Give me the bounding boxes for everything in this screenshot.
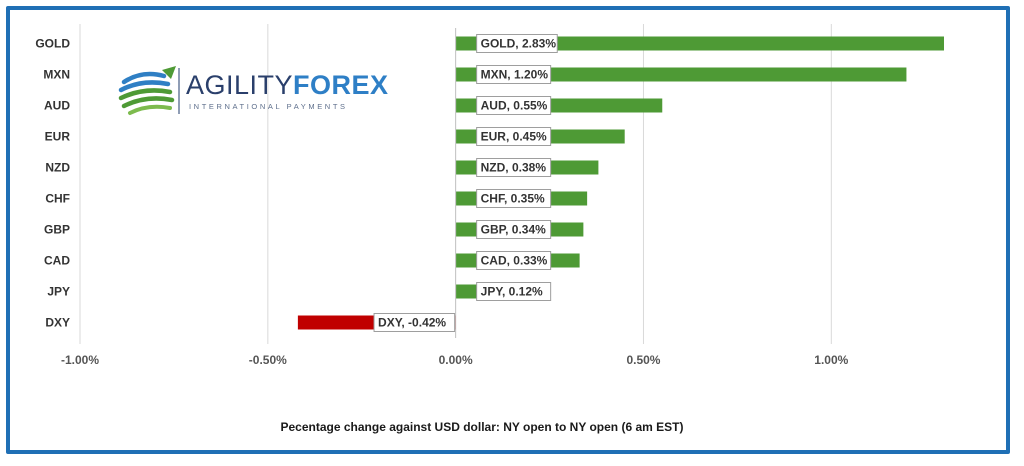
data-label-box [476, 158, 552, 177]
data-label: GBP, 0.34% [481, 223, 546, 237]
data-label-box [476, 220, 552, 239]
data-label: GOLD, 2.83% [481, 37, 557, 51]
logo-tagline: INTERNATIONAL PAYMENTS [189, 102, 348, 111]
bar [455, 36, 944, 51]
data-label-box [476, 127, 552, 146]
data-label: AUD, 0.55% [481, 99, 548, 113]
category-label: GOLD [35, 37, 70, 51]
data-label-box [373, 313, 456, 332]
data-label: NZD, 0.38% [481, 161, 547, 175]
data-label: DXY, -0.42% [378, 316, 446, 330]
bar [455, 67, 907, 82]
x-axis-caption-text: Pecentage change against USD dollar: NY … [280, 420, 684, 434]
data-label-box [476, 96, 552, 115]
data-label-box [476, 282, 552, 301]
category-label: CHF [45, 192, 70, 206]
data-label-box [476, 251, 552, 270]
agility-forex-logo: AGILITYFOREX INTERNATIONAL PAYMENTS [118, 62, 388, 122]
category-label: DXY [45, 316, 70, 330]
logo-name-highlight: FOREX [293, 70, 389, 100]
data-label-box [476, 34, 558, 53]
category-label: MXN [43, 68, 70, 82]
category-label: EUR [45, 130, 71, 144]
category-label: CAD [44, 254, 70, 268]
data-label-box [476, 65, 552, 84]
category-label: GBP [44, 223, 70, 237]
category-label: AUD [44, 99, 70, 113]
logo-name-plain: AGILITY [186, 70, 294, 100]
x-tick-label: 0.00% [439, 353, 473, 367]
data-label: CHF, 0.35% [481, 192, 545, 206]
category-label: JPY [47, 285, 70, 299]
logo-wordmark: AGILITYFOREX [186, 70, 389, 101]
data-label-box [476, 189, 552, 208]
data-label: CAD, 0.33% [481, 254, 548, 268]
category-label: NZD [45, 161, 70, 175]
x-tick-label: 1.00% [814, 353, 848, 367]
data-label: JPY, 0.12% [481, 285, 543, 299]
x-axis-caption: Pecentage change against USD dollar: NY … [0, 420, 1024, 434]
x-tick-label: -1.00% [61, 353, 99, 367]
data-label: EUR, 0.45% [481, 130, 547, 144]
x-tick-label: 0.50% [626, 353, 660, 367]
x-tick-label: -0.50% [249, 353, 287, 367]
globe-arrow-icon [118, 66, 180, 115]
data-label: MXN, 1.20% [481, 68, 549, 82]
